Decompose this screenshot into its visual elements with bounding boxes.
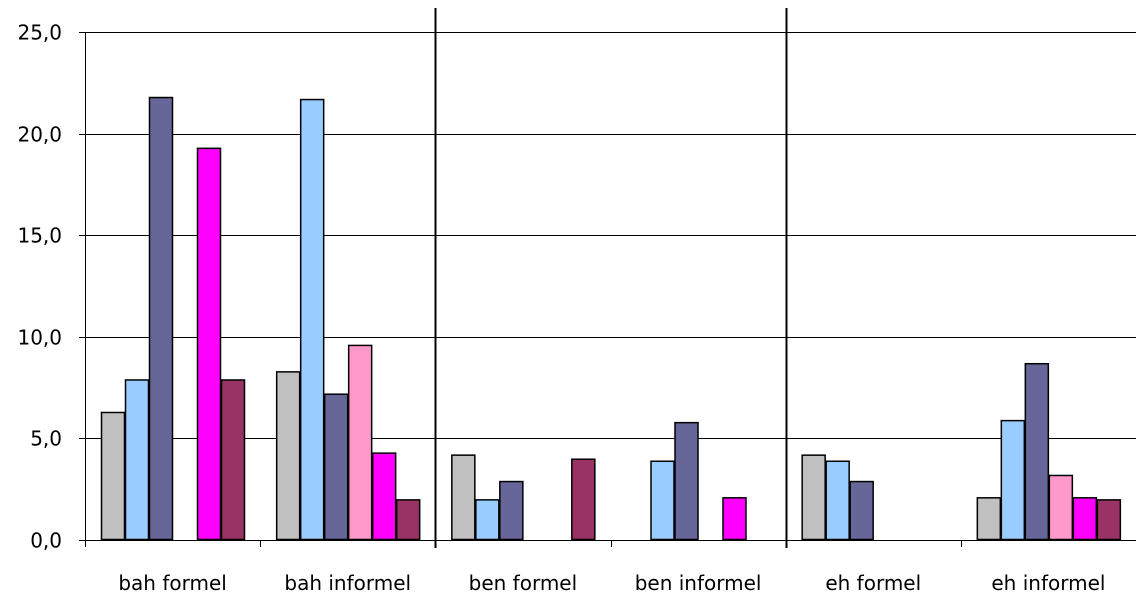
x-tick-label: bah informel [284,571,411,595]
bar [1072,497,1098,541]
y-tick-label: 20,0 [17,123,62,147]
bar [650,460,675,541]
bar [100,411,126,541]
bar [722,497,747,541]
bar [148,96,174,541]
gridlines [85,32,1136,439]
y-tick-label: 10,0 [17,326,62,350]
x-tick-label: ben informel [635,571,762,595]
bar [475,499,500,541]
bar [1024,362,1050,541]
bars [100,96,1122,541]
bar [571,458,596,541]
bar [1096,499,1122,541]
bar [299,98,325,541]
bar [801,454,826,541]
bar [825,460,850,541]
bar [499,480,524,541]
bar [1000,419,1026,541]
bar [849,480,874,541]
bar [976,497,1002,541]
bar [275,371,301,541]
y-tick-label: 15,0 [17,224,62,248]
bar [1048,474,1074,541]
group-separators [434,8,788,548]
bar [371,452,397,541]
bar [220,379,246,541]
x-tick-label: eh formel [825,571,921,595]
bar [323,393,349,541]
x-tick-labels: bah formel bah informel ben formel ben info… [118,571,1105,595]
y-tick-label: 25,0 [17,21,62,45]
axes [79,32,1136,547]
y-tick-labels: 0,0 5,0 10,0 15,0 20,0 25,0 [17,21,62,553]
y-tick-label: 0,0 [30,529,62,553]
y-tick-label: 5,0 [30,427,62,451]
bar [451,454,476,541]
bar [674,421,699,541]
bar [124,379,150,541]
x-tick-label: ben formel [469,571,578,595]
bar [395,499,421,541]
bar [196,147,222,541]
bar [347,344,373,541]
x-tick-label: eh informel [991,571,1105,595]
x-tick-label: bah formel [118,571,226,595]
